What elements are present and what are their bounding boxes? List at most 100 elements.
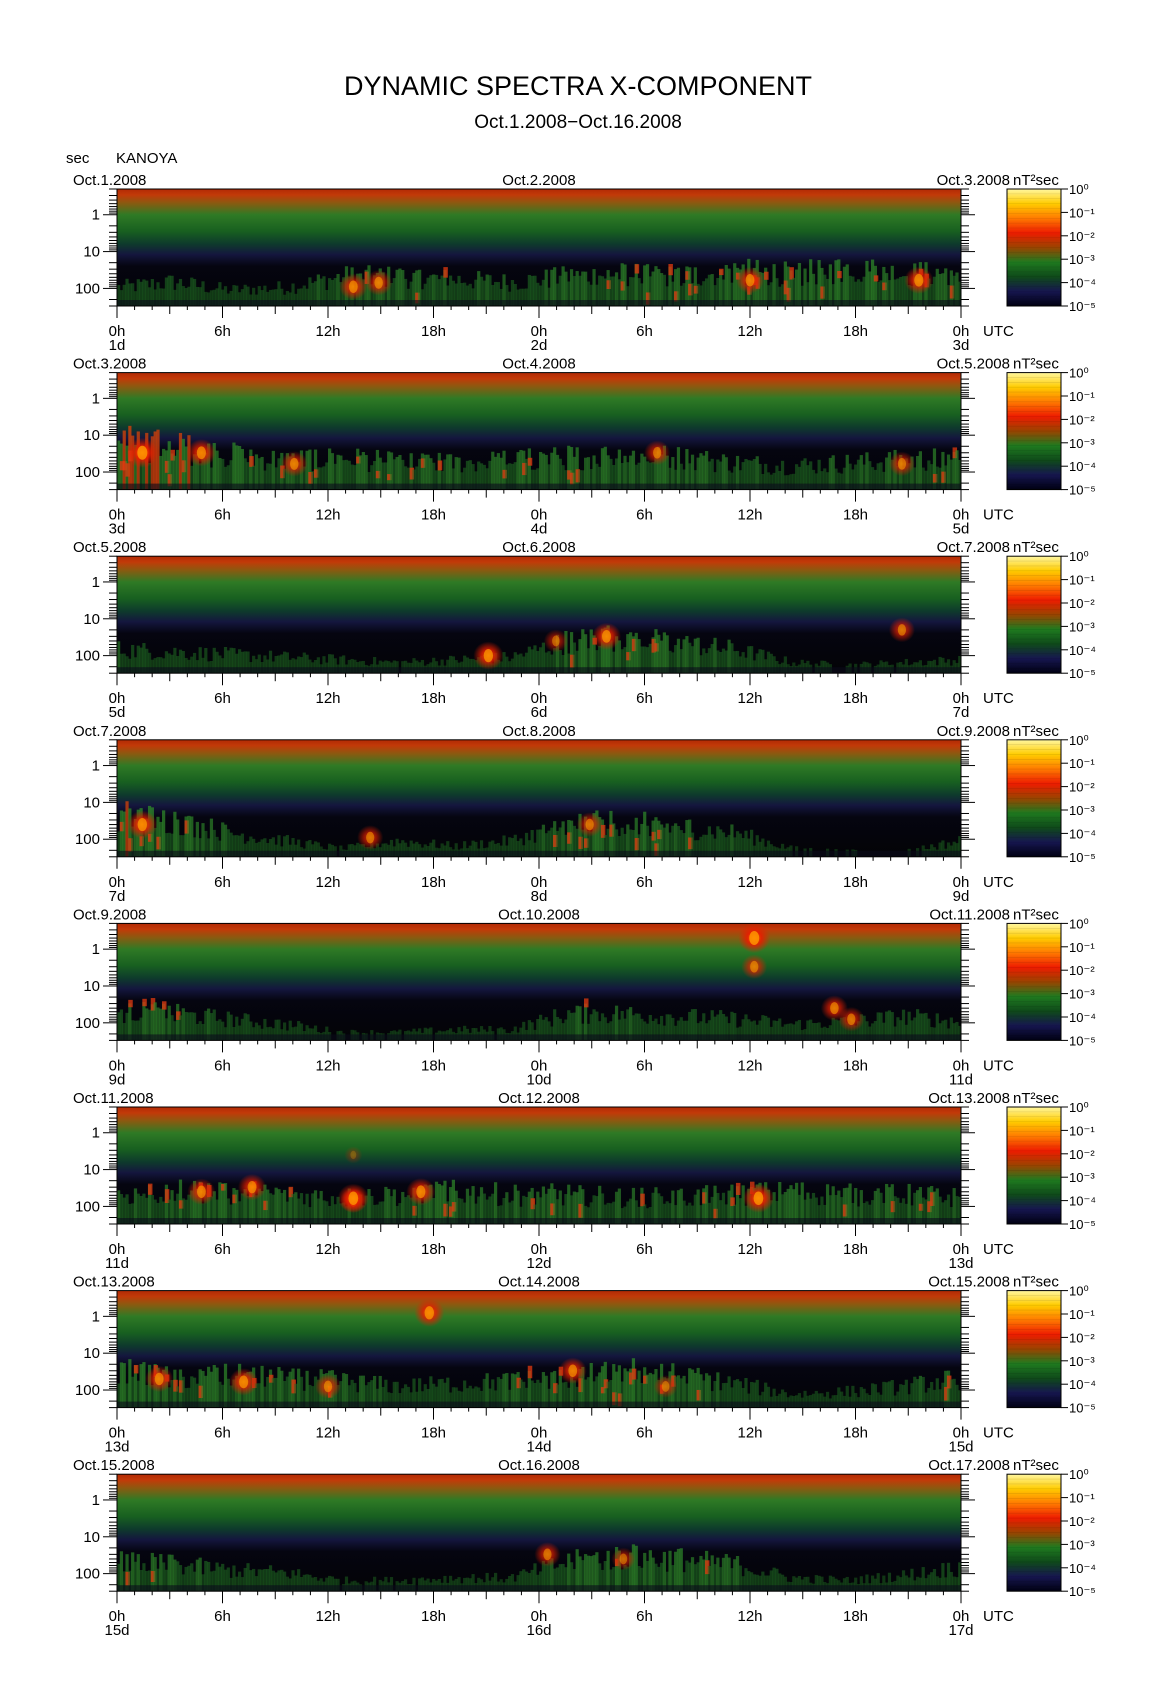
activity-column (395, 456, 399, 490)
activity-column (657, 1193, 661, 1224)
activity-column (612, 1201, 616, 1224)
activity-column (128, 808, 132, 857)
activity-column (893, 279, 897, 306)
activity-column (190, 465, 194, 490)
activity-column (493, 456, 498, 490)
burst-core (749, 931, 760, 946)
activity-column (640, 1018, 644, 1041)
activity-column (955, 1577, 959, 1592)
activity-column (167, 275, 171, 306)
activity-column (418, 269, 422, 306)
activity-column (370, 284, 374, 306)
activity-column (795, 464, 799, 490)
activity-column (167, 441, 171, 490)
activity-column (288, 1578, 292, 1592)
activity-peak (651, 638, 657, 653)
activity-column (825, 472, 830, 490)
activity-column (823, 274, 827, 306)
y-tick-label: 100 (75, 831, 100, 848)
activity-column (744, 657, 748, 674)
activity-column (640, 646, 644, 674)
activity-peak (631, 1368, 637, 1380)
activity-column (806, 1192, 810, 1224)
activity-column (297, 288, 301, 306)
activity-column (131, 283, 135, 306)
colorbar-gradient (1007, 923, 1061, 1041)
activity-column (567, 1553, 571, 1592)
activity-column (589, 1362, 593, 1408)
activity-column (941, 1382, 945, 1408)
activity-column (634, 263, 638, 306)
activity-column (738, 656, 742, 674)
activity-column (378, 1201, 382, 1224)
activity-column (730, 1387, 734, 1408)
activity-column (353, 1205, 357, 1224)
activity-column (775, 1568, 779, 1592)
activity-column (778, 1393, 782, 1408)
activity-column (443, 270, 447, 306)
activity-column (471, 1574, 475, 1592)
activity-column (204, 1375, 208, 1408)
colorbar-tick-label: 10⁻⁴ (1069, 1561, 1096, 1576)
activity-column (958, 1025, 961, 1041)
activity-column (229, 832, 233, 857)
activity-column (311, 471, 315, 490)
x-unit-label: UTC (983, 323, 1014, 340)
activity-column (946, 1562, 951, 1592)
activity-column (263, 1018, 267, 1041)
activity-column (513, 834, 517, 857)
activity-column (429, 275, 433, 306)
activity-column (910, 285, 914, 306)
activity-column (662, 1203, 666, 1224)
activity-column (856, 459, 861, 490)
activity-column (927, 1387, 931, 1408)
activity-column (384, 1379, 388, 1408)
activity-column (783, 475, 787, 490)
activity-column (592, 1381, 596, 1408)
activity-column (159, 1382, 163, 1408)
activity-column (710, 834, 714, 857)
activity-column (361, 660, 365, 674)
activity-column (536, 1574, 540, 1592)
activity-column (887, 280, 892, 306)
activity-column (735, 1379, 740, 1408)
activity-peak (119, 461, 125, 471)
activity-column (237, 1025, 242, 1041)
activity-column (488, 1388, 492, 1408)
activity-column (724, 1016, 728, 1041)
activity-column (569, 820, 574, 857)
activity-column (198, 463, 202, 490)
activity-peak (713, 1208, 718, 1219)
activity-column (643, 1552, 647, 1592)
activity-column (702, 455, 706, 490)
activity-column (766, 1575, 771, 1592)
activity-column (752, 1382, 757, 1408)
colorbar-tick-label: 10⁻¹ (1069, 1123, 1095, 1138)
activity-column (558, 1564, 562, 1592)
activity-column (257, 1025, 261, 1041)
activity-column (707, 274, 712, 306)
activity-column (313, 659, 318, 674)
activity-column (176, 819, 180, 857)
activity-column (201, 1023, 205, 1041)
activity-column (598, 1372, 602, 1408)
activity-column (243, 1189, 247, 1224)
activity-column (201, 1574, 205, 1592)
activity-column (657, 1566, 661, 1592)
activity-column (181, 835, 185, 857)
activity-column (268, 463, 273, 490)
activity-column (738, 1565, 742, 1592)
activity-column (589, 629, 593, 674)
activity-column (910, 1205, 914, 1224)
activity-column (865, 452, 869, 490)
activity-column (426, 1578, 430, 1592)
activity-column (755, 835, 759, 857)
activity-column (780, 1389, 785, 1408)
activity-peak (173, 1379, 178, 1392)
activity-column (676, 1548, 681, 1592)
activity-column (758, 1395, 762, 1408)
activity-column (837, 1020, 841, 1041)
